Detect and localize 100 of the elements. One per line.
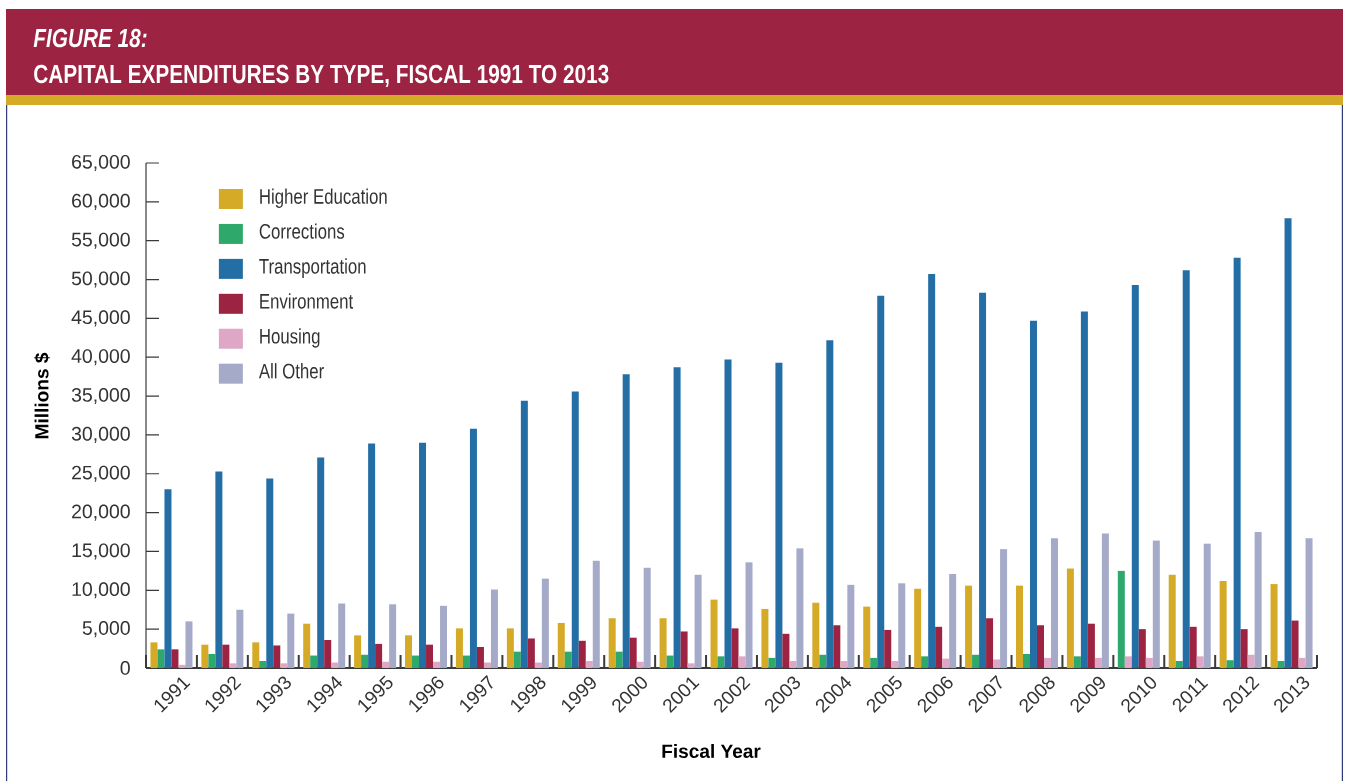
bar bbox=[761, 608, 769, 668]
bar bbox=[782, 633, 790, 668]
y-tick-label: 45,000 bbox=[71, 310, 130, 327]
bar bbox=[541, 578, 549, 668]
bar bbox=[666, 655, 674, 668]
bar bbox=[1138, 629, 1146, 668]
bar bbox=[310, 655, 318, 668]
bar bbox=[571, 391, 579, 668]
bar bbox=[266, 478, 274, 668]
bar bbox=[694, 574, 702, 668]
bar bbox=[1233, 257, 1241, 668]
bar bbox=[710, 599, 718, 668]
bar bbox=[1152, 540, 1160, 668]
bar bbox=[185, 621, 193, 668]
bar bbox=[201, 644, 209, 668]
legend-label: Transportation bbox=[259, 258, 366, 278]
y-tick-label: 60,000 bbox=[72, 193, 130, 210]
bar bbox=[361, 654, 369, 668]
bar bbox=[935, 626, 943, 668]
bar bbox=[375, 643, 383, 668]
bar bbox=[840, 660, 848, 668]
bar bbox=[615, 651, 623, 668]
bar bbox=[768, 657, 776, 668]
bar bbox=[863, 606, 871, 668]
bar bbox=[1043, 657, 1051, 668]
bar bbox=[986, 618, 994, 668]
legend-label: Corrections bbox=[259, 223, 345, 239]
bar bbox=[259, 660, 267, 668]
bar bbox=[847, 584, 855, 668]
bar bbox=[1066, 568, 1074, 668]
bar bbox=[629, 637, 637, 668]
bar bbox=[1270, 584, 1278, 668]
bar bbox=[789, 660, 797, 668]
bar bbox=[1015, 585, 1023, 668]
bar bbox=[673, 367, 681, 668]
bar bbox=[252, 642, 260, 668]
bar bbox=[483, 662, 491, 668]
bar bbox=[1101, 533, 1109, 668]
bar bbox=[1050, 538, 1058, 668]
bar bbox=[462, 655, 470, 668]
chart-title: FIGURE 18: bbox=[33, 28, 147, 48]
bar bbox=[826, 340, 834, 668]
chart-subtitle: CAPITAL EXPENDITURES BY TYPE, FISCAL 1991 TO 2013 bbox=[34, 64, 609, 87]
bar bbox=[891, 660, 899, 668]
bar bbox=[1168, 574, 1176, 668]
bar bbox=[993, 659, 1001, 668]
y-tick-label: 65,000 bbox=[72, 154, 130, 172]
bar bbox=[150, 642, 158, 668]
bar bbox=[819, 654, 827, 668]
bar bbox=[643, 567, 651, 668]
bar bbox=[1247, 654, 1255, 668]
bar bbox=[412, 655, 420, 668]
bar bbox=[1284, 218, 1292, 668]
bar bbox=[229, 663, 237, 668]
y-tick-label: 30,000 bbox=[71, 426, 130, 443]
legend-label: Housing bbox=[260, 328, 320, 348]
bar bbox=[659, 618, 667, 668]
bar bbox=[215, 471, 223, 668]
bar bbox=[1189, 626, 1197, 668]
bar bbox=[928, 274, 936, 668]
bar bbox=[164, 489, 172, 668]
bar bbox=[972, 654, 980, 668]
bar bbox=[1131, 284, 1139, 668]
y-axis-title: Millions $ bbox=[34, 352, 50, 439]
bar bbox=[338, 603, 346, 668]
bar bbox=[585, 660, 593, 668]
bar bbox=[433, 661, 441, 668]
legend-label: All Other bbox=[258, 363, 324, 379]
bar bbox=[1022, 654, 1030, 668]
bar bbox=[636, 661, 644, 668]
bar bbox=[564, 651, 572, 668]
bar bbox=[389, 604, 397, 668]
bar bbox=[527, 638, 535, 668]
bar bbox=[368, 443, 376, 668]
bar bbox=[1080, 311, 1088, 668]
bar bbox=[724, 359, 732, 668]
bar bbox=[520, 400, 528, 668]
bar bbox=[870, 657, 878, 668]
bar bbox=[469, 428, 477, 668]
bar bbox=[455, 628, 463, 668]
bar bbox=[1087, 623, 1095, 668]
y-tick-label: 55,000 bbox=[71, 232, 130, 249]
y-tick-label: 0 bbox=[120, 661, 130, 675]
bar bbox=[1240, 629, 1248, 668]
bar bbox=[157, 649, 165, 668]
bar bbox=[687, 663, 695, 668]
bar bbox=[273, 645, 281, 668]
bar bbox=[331, 662, 339, 668]
bar bbox=[280, 663, 288, 668]
bar bbox=[1029, 320, 1037, 668]
bar bbox=[354, 635, 362, 668]
bar bbox=[717, 656, 725, 668]
y-tick-label: 5,000 bbox=[82, 621, 130, 638]
y-tick-label: 35,000 bbox=[71, 388, 130, 405]
bar bbox=[426, 644, 434, 668]
bar bbox=[914, 588, 922, 668]
bar bbox=[324, 640, 332, 668]
bar bbox=[506, 628, 514, 668]
bar bbox=[1175, 660, 1183, 668]
bar bbox=[921, 656, 929, 668]
